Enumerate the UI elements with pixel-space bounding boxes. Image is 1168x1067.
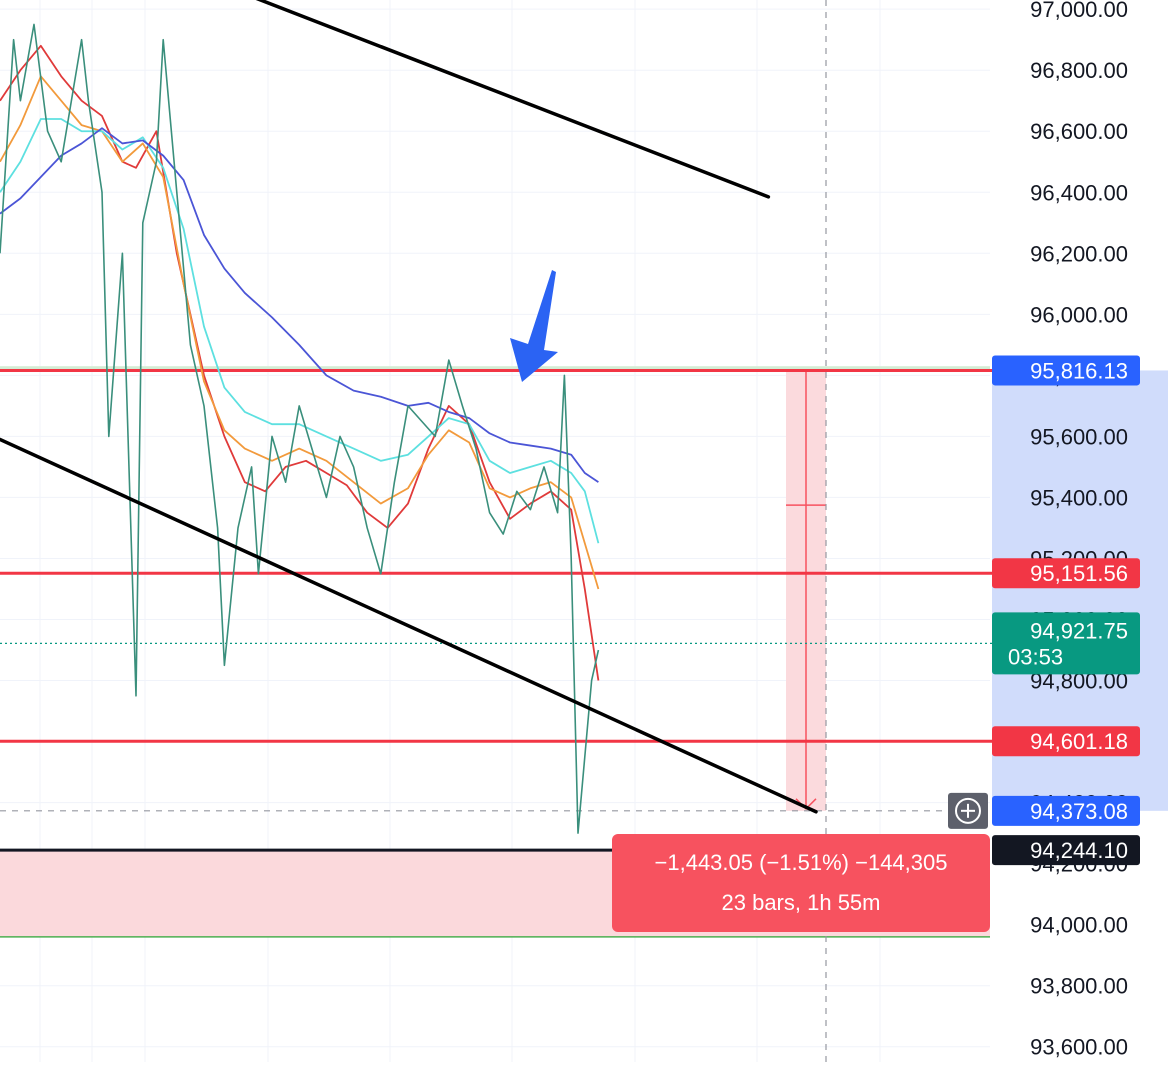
cursor-price-tag-label: 94,373.08 [1030, 799, 1128, 824]
level-tag-0-bg [992, 355, 1140, 386]
zone-0 [0, 366, 990, 371]
y-tick-label: 96,000.00 [1030, 302, 1128, 327]
annotation-arrow[interactable] [510, 270, 558, 382]
measure-range[interactable] [786, 0, 827, 1062]
price-tags: 95,816.13 95,151.56 94,601.18 94,921.7503:5… [948, 355, 1140, 866]
current-price-tag-countdown: 03:53 [1008, 644, 1063, 669]
series-line-3 [0, 127, 599, 483]
level-tag-2-bg [992, 726, 1140, 757]
series-line-1 [0, 75, 600, 590]
plus-circle-icon[interactable] [948, 792, 988, 829]
black-level-tag-bg [992, 835, 1140, 866]
series-line-2 [0, 118, 600, 544]
level-tag-2-label: 94,601.18 [1030, 729, 1128, 754]
y-tick-label: 96,400.00 [1030, 180, 1128, 205]
trendlines[interactable] [0, 0, 818, 814]
measure-change: −1,443.05 (−1.51%) −144,305 [654, 850, 948, 875]
y-tick-label: 93,800.00 [1030, 974, 1128, 999]
measure-bars: 23 bars, 1h 55m [721, 890, 881, 915]
y-tick-label: 93,600.00 [1030, 1035, 1128, 1060]
trendline-1 [0, 437, 818, 814]
down-arrow-icon [510, 270, 558, 382]
black-level-tag-label: 94,244.10 [1030, 838, 1128, 863]
level-tag-0-label: 95,816.13 [1030, 358, 1128, 383]
series-lines [0, 23, 600, 834]
current-price-tag-bg [992, 612, 1140, 675]
cursor-price-tag-bg [992, 795, 1140, 826]
current-price-tag-label: 94,921.75 [1030, 618, 1128, 643]
trendline-0 [255, 0, 771, 199]
level-tag-1-label: 95,151.56 [1030, 561, 1128, 586]
level-tag-1-bg [992, 558, 1140, 589]
horizontal-levels[interactable] [0, 368, 992, 852]
y-tick-label: 95,600.00 [1030, 424, 1128, 449]
measure-result-box: −1,443.05 (−1.51%) −144,305 23 bars, 1h … [612, 834, 990, 932]
y-tick-label: 96,200.00 [1030, 241, 1128, 266]
y-tick-label: 97,000.00 [1030, 0, 1128, 22]
y-tick-label: 96,600.00 [1030, 119, 1128, 144]
series-line-4 [0, 23, 600, 834]
series-line-0 [0, 44, 600, 681]
y-tick-label: 95,400.00 [1030, 485, 1128, 510]
y-tick-label: 96,800.00 [1030, 58, 1128, 83]
plus-circle-icon-ring [955, 797, 981, 824]
y-tick-label: 94,000.00 [1030, 913, 1128, 938]
